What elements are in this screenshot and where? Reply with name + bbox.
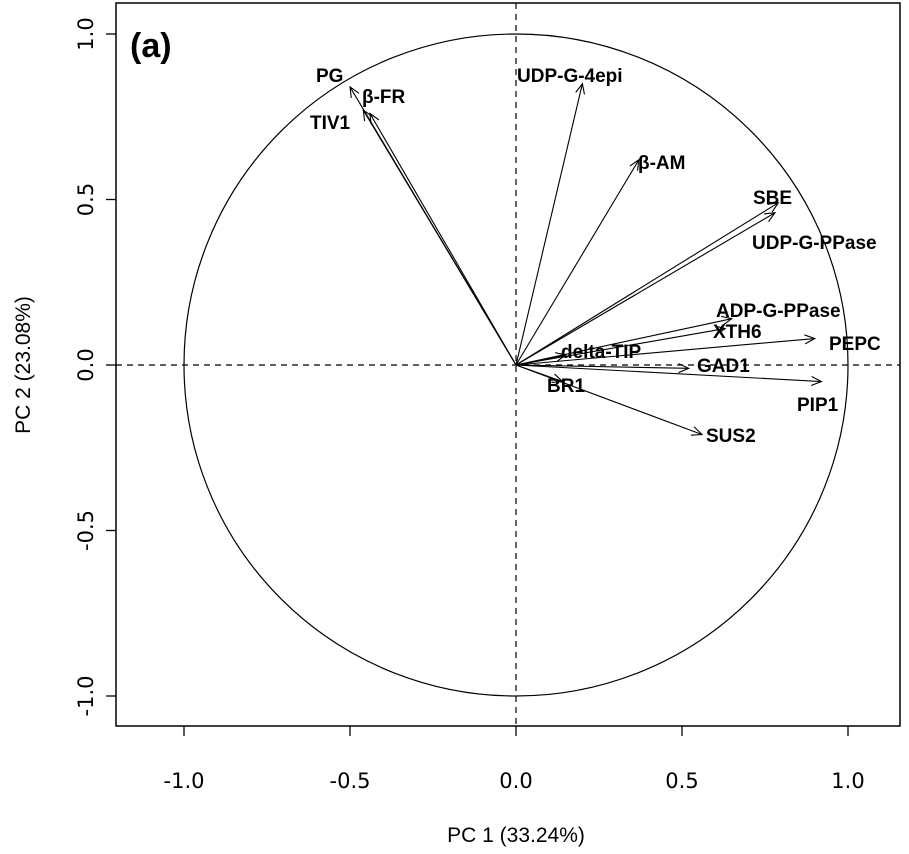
- y-tick-label: 0.5: [74, 183, 98, 216]
- x-tick-label: -1.0: [164, 769, 205, 793]
- x-tick-label: 0.5: [665, 769, 698, 793]
- x-tick-label: 1.0: [831, 769, 864, 793]
- arrowhead-pg: [349, 85, 360, 98]
- arrowhead-xth6: [714, 325, 727, 336]
- reference-lines: [116, 3, 900, 726]
- arrowhead-tiv1: [362, 108, 373, 122]
- arrowhead-gad1: [678, 363, 690, 374]
- arrowhead-beta-am: [629, 158, 640, 171]
- label-adp-g-ppase: ADP-G-PPase: [716, 301, 841, 322]
- y-axis-title: PC 2 (23.08%): [12, 296, 35, 434]
- vector-tiv1: [362, 109, 517, 366]
- vector-udp-g-4epi: [515, 83, 583, 366]
- vector-beta-fr: [369, 113, 517, 366]
- vector-pepc: [515, 337, 815, 366]
- variable-labels: PG β-FR TIV1 UDP-G-4epi β-AM SBE UDP-G-PPase AD…: [310, 66, 881, 447]
- label-pepc: PEPC: [829, 334, 881, 355]
- unit-circle: [183, 33, 849, 697]
- y-axis: -1.0 -0.5 0.0 0.5 1.0: [74, 17, 116, 716]
- panel-label: (a): [130, 27, 172, 65]
- vector-delta-tip: [515, 354, 566, 366]
- label-xth6: XTH6: [713, 322, 762, 343]
- vector-udp-g-ppase: [515, 212, 776, 366]
- vector-sus2: [515, 364, 703, 436]
- label-br1: BR1: [547, 376, 585, 397]
- arrowhead-br1: [551, 373, 564, 383]
- y-tick-label: 1.0: [74, 17, 98, 50]
- label-tiv1: TIV1: [310, 113, 351, 134]
- vector-gad1: [515, 364, 689, 369]
- arrowhead-pepc: [804, 334, 817, 345]
- vector-beta-am: [515, 159, 640, 366]
- label-pip1: PIP1: [797, 395, 839, 416]
- arrowhead-beta-fr: [369, 112, 380, 125]
- x-tick-label: 0.0: [499, 769, 532, 793]
- y-tick-label: -0.5: [74, 510, 98, 551]
- x-tick-label: -0.5: [330, 769, 371, 793]
- arrowhead-adp-g-ppase: [720, 315, 734, 326]
- arrowhead-pip1: [810, 376, 823, 386]
- label-gad1: GAD1: [697, 356, 750, 377]
- x-axis: -1.0 -0.5 0.0 0.5 1.0: [164, 726, 865, 793]
- label-sus2: SUS2: [706, 426, 756, 447]
- label-delta-tip: delta-TIP: [561, 342, 642, 363]
- arrowhead-sbe: [767, 202, 780, 213]
- label-udp-g-ppase: UDP-G-PPase: [752, 233, 877, 254]
- label-sbe: SBE: [753, 188, 792, 209]
- vector-xth6: [515, 328, 726, 366]
- arrowhead-udp-g-4epi: [575, 82, 585, 95]
- label-beta-am: β-AM: [638, 153, 685, 174]
- label-beta-fr: β-FR: [362, 87, 406, 108]
- arrowhead-udp-g-ppase: [763, 212, 777, 223]
- label-udp-g-4epi: UDP-G-4epi: [517, 66, 623, 87]
- arrowhead-delta-tip: [554, 352, 568, 362]
- arrowhead-sus2: [690, 426, 704, 436]
- x-axis-title: PC 1 (33.24%): [447, 824, 585, 847]
- label-pg: PG: [316, 66, 343, 87]
- y-tick-label: -1.0: [74, 676, 98, 717]
- vector-pip1: [515, 364, 822, 383]
- plot-frame: [115, 2, 901, 727]
- y-tick-label: 0.0: [74, 348, 98, 381]
- vector-sbe: [515, 202, 779, 366]
- variable-vectors: [349, 82, 823, 436]
